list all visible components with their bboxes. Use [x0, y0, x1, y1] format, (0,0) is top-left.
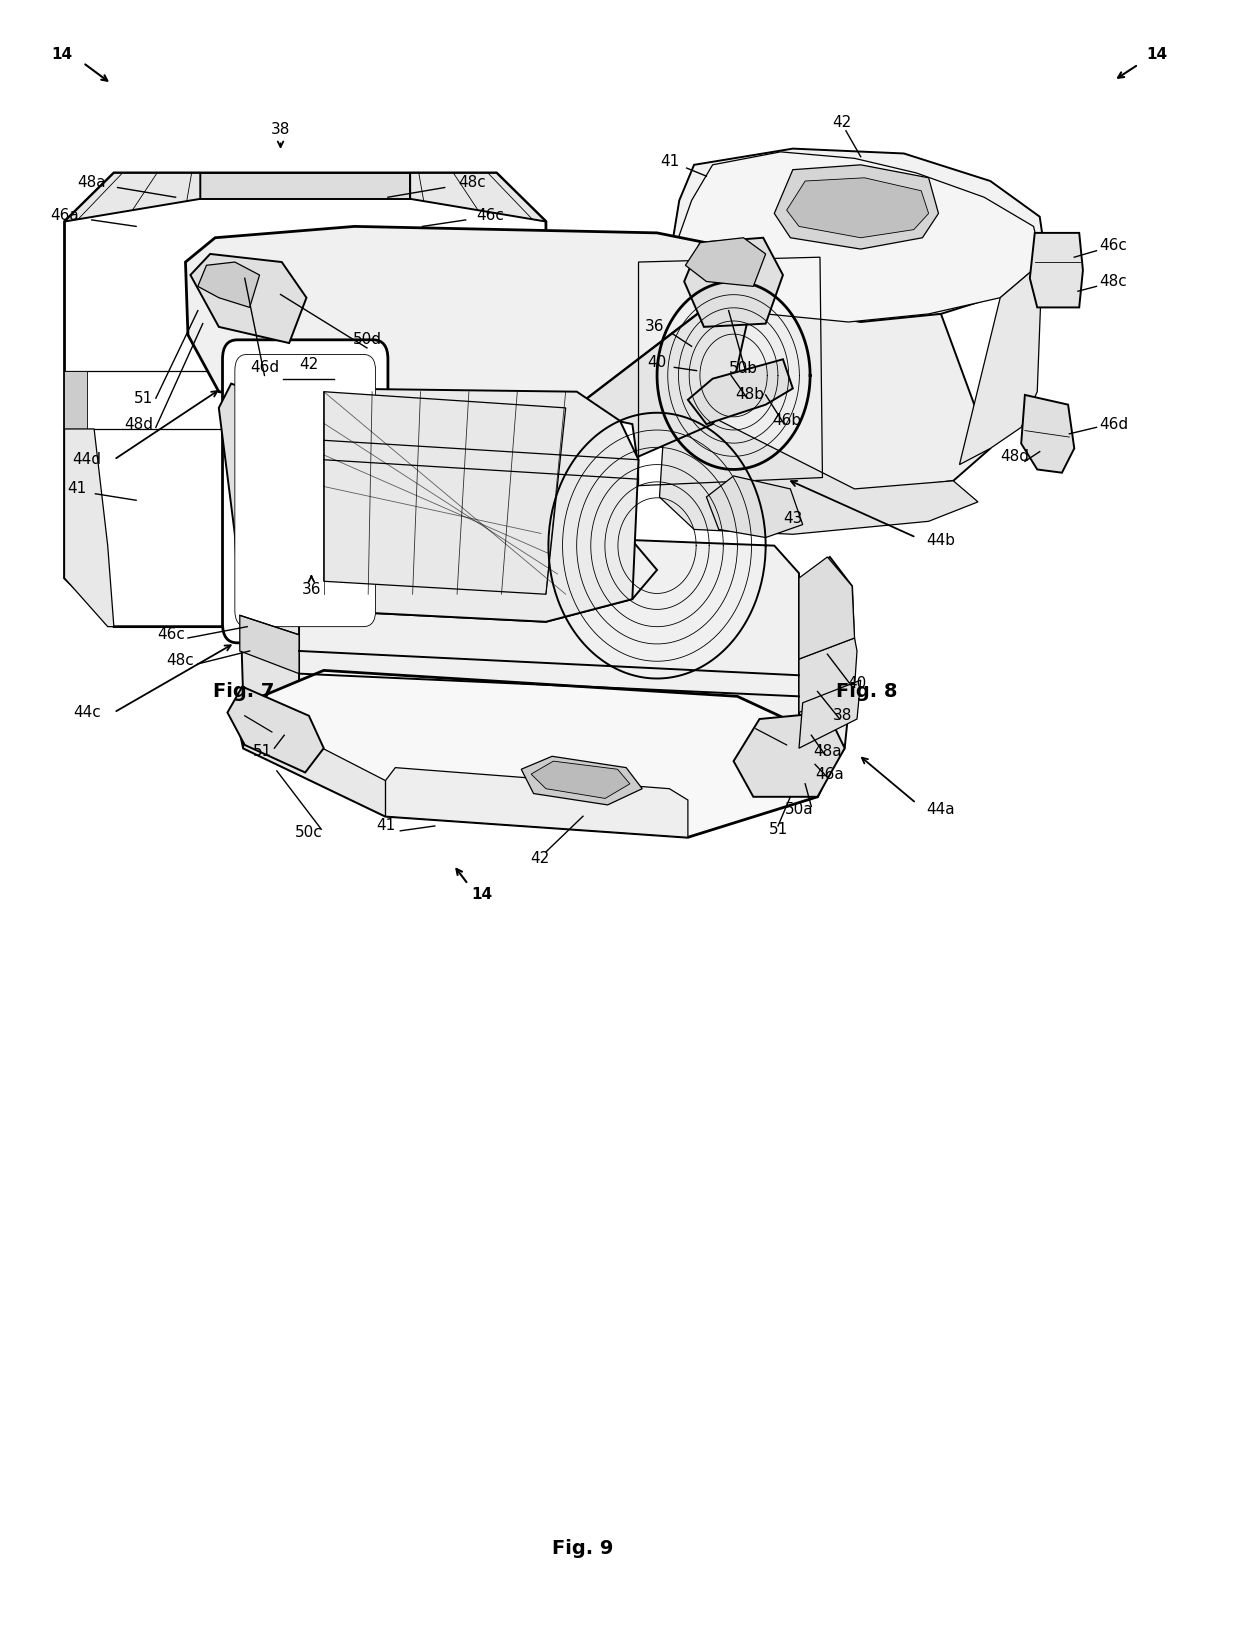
- Polygon shape: [686, 237, 765, 286]
- Polygon shape: [734, 712, 844, 797]
- Polygon shape: [570, 254, 761, 460]
- Text: 41: 41: [660, 154, 680, 169]
- Text: 50d: 50d: [352, 332, 382, 348]
- Polygon shape: [198, 262, 259, 307]
- Text: 48c: 48c: [166, 654, 195, 668]
- Text: 42: 42: [299, 356, 319, 372]
- Text: 51: 51: [253, 745, 272, 759]
- Text: 42: 42: [832, 115, 852, 130]
- Polygon shape: [960, 262, 1042, 465]
- Polygon shape: [684, 237, 782, 327]
- Text: 14: 14: [471, 886, 492, 901]
- Text: 14: 14: [1147, 47, 1168, 62]
- Polygon shape: [496, 429, 546, 626]
- Text: 46b: 46b: [773, 413, 801, 428]
- Polygon shape: [64, 172, 201, 221]
- Text: 46d: 46d: [1099, 416, 1128, 431]
- FancyBboxPatch shape: [234, 354, 376, 626]
- Text: 36: 36: [645, 319, 665, 335]
- Text: Fig. 7: Fig. 7: [213, 681, 274, 701]
- Polygon shape: [239, 615, 299, 673]
- Polygon shape: [774, 164, 939, 249]
- Text: 50b: 50b: [729, 361, 758, 377]
- Polygon shape: [191, 254, 306, 343]
- Text: 38: 38: [270, 122, 290, 137]
- Polygon shape: [234, 670, 842, 837]
- Text: 48a: 48a: [813, 745, 842, 759]
- Text: 48a: 48a: [77, 176, 105, 190]
- Polygon shape: [410, 172, 546, 221]
- FancyBboxPatch shape: [222, 340, 388, 642]
- Polygon shape: [531, 761, 630, 798]
- Text: 44a: 44a: [926, 802, 955, 818]
- Text: 43: 43: [784, 511, 802, 525]
- Polygon shape: [218, 384, 321, 610]
- Polygon shape: [186, 226, 761, 411]
- Polygon shape: [239, 574, 386, 780]
- Text: 44b: 44b: [926, 533, 956, 548]
- Text: 44d: 44d: [72, 452, 102, 467]
- Polygon shape: [676, 151, 1042, 322]
- Text: 46a: 46a: [816, 766, 844, 782]
- Text: 36: 36: [301, 582, 321, 597]
- Text: 51: 51: [134, 390, 154, 405]
- Polygon shape: [670, 294, 991, 493]
- Text: 44c: 44c: [73, 706, 100, 720]
- Text: 48d: 48d: [1001, 449, 1029, 463]
- Text: 46d: 46d: [250, 359, 279, 376]
- Text: 46c: 46c: [157, 628, 186, 642]
- Text: 48c: 48c: [1099, 275, 1127, 289]
- Text: 48c: 48c: [458, 176, 486, 190]
- Polygon shape: [786, 177, 929, 237]
- Text: 46c: 46c: [1099, 239, 1127, 254]
- Polygon shape: [299, 535, 799, 800]
- Text: 41: 41: [67, 481, 87, 496]
- Polygon shape: [688, 359, 792, 424]
- Polygon shape: [707, 476, 802, 538]
- Polygon shape: [660, 405, 978, 535]
- Polygon shape: [243, 707, 386, 816]
- Polygon shape: [799, 680, 861, 748]
- Text: 40: 40: [647, 354, 667, 371]
- Polygon shape: [299, 389, 639, 621]
- Polygon shape: [799, 558, 854, 659]
- Polygon shape: [324, 392, 565, 593]
- Polygon shape: [64, 371, 87, 429]
- Polygon shape: [521, 756, 642, 805]
- Polygon shape: [201, 172, 410, 198]
- Polygon shape: [227, 686, 324, 772]
- Text: 41: 41: [376, 818, 396, 834]
- Polygon shape: [64, 172, 546, 626]
- Text: 14: 14: [52, 47, 73, 62]
- Text: 46a: 46a: [50, 208, 79, 223]
- Text: 50c: 50c: [295, 824, 322, 841]
- Text: 50a: 50a: [785, 802, 813, 818]
- Text: 42: 42: [531, 850, 549, 867]
- Polygon shape: [672, 148, 1045, 327]
- Polygon shape: [799, 637, 857, 712]
- Text: Fig. 8: Fig. 8: [836, 681, 898, 701]
- Polygon shape: [523, 371, 546, 429]
- Polygon shape: [234, 514, 657, 621]
- Text: 40: 40: [847, 676, 867, 691]
- Text: Fig. 9: Fig. 9: [552, 1540, 614, 1558]
- Text: 38: 38: [832, 709, 852, 724]
- Text: 48d: 48d: [124, 416, 154, 431]
- Text: 51: 51: [769, 821, 787, 837]
- Polygon shape: [64, 429, 114, 626]
- Text: 48b: 48b: [735, 387, 764, 402]
- Polygon shape: [1030, 233, 1083, 307]
- Text: 46c: 46c: [476, 208, 505, 223]
- Polygon shape: [799, 558, 854, 797]
- Polygon shape: [386, 767, 688, 837]
- Polygon shape: [1022, 395, 1074, 473]
